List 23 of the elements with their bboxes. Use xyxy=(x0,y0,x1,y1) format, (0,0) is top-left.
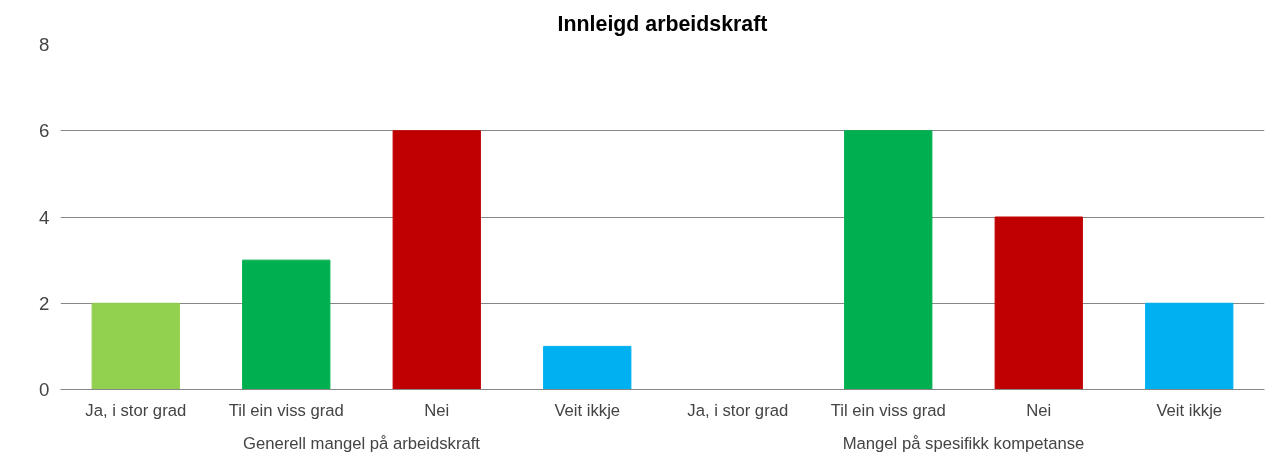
x-tick-label: Til ein viss grad xyxy=(228,400,344,420)
y-tick-label: 6 xyxy=(39,120,50,142)
bar xyxy=(242,259,331,390)
x-tick-label: Veit ikkje xyxy=(1156,400,1223,420)
bar xyxy=(1145,302,1234,390)
x-tick-label: Ja, i stor grad xyxy=(85,400,187,420)
bar xyxy=(994,216,1083,390)
x-tick-label: Til ein viss grad xyxy=(830,400,946,420)
bar xyxy=(392,130,481,390)
text: Generell mangel på arbeidskraft xyxy=(242,433,481,453)
bar xyxy=(543,345,632,390)
bar xyxy=(91,302,180,390)
x-tick-label: Ja, i stor grad xyxy=(687,400,789,420)
y-tick-label: 4 xyxy=(39,206,50,228)
text: Mangel på spesifikk kompetanse xyxy=(842,433,1085,453)
y-tick-label: 8 xyxy=(39,34,50,55)
bar xyxy=(844,130,933,390)
y-tick-label: 2 xyxy=(39,292,50,314)
x-tick-label: Nei xyxy=(1026,400,1052,420)
x-tick-label: Veit ikkje xyxy=(554,400,621,420)
x-tick-label: Nei xyxy=(424,400,450,420)
chart-title: Innleigd arbeidskraft xyxy=(557,11,768,36)
y-tick-label: 0 xyxy=(39,379,50,400)
